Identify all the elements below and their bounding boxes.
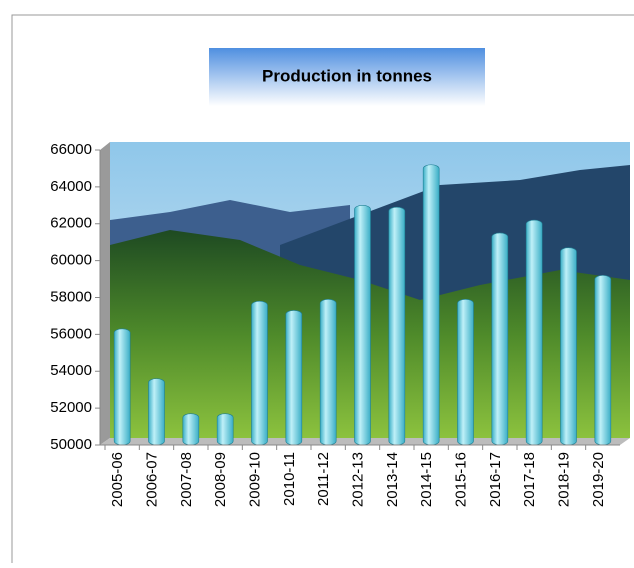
bar [148, 378, 165, 446]
bar [285, 310, 303, 446]
y-tick-label: 62000 [50, 215, 92, 232]
y-tick-label: 52000 [50, 399, 92, 416]
x-tick-label: 2011-12 [315, 452, 332, 506]
y-tick-label: 58000 [50, 288, 92, 305]
bar [251, 300, 268, 446]
chart-title: Production in tonnes [262, 66, 432, 85]
x-tick-label: 2016-17 [487, 452, 504, 507]
x-tick-label: 2012-13 [349, 452, 366, 507]
bar [319, 299, 337, 446]
bar [113, 328, 131, 446]
title-box [209, 48, 485, 106]
y-tick-label: 64000 [50, 178, 92, 195]
x-tick-label: 2019-20 [590, 452, 607, 507]
x-tick-label: 2008-09 [212, 452, 229, 507]
x-tick-label: 2006-07 [143, 452, 160, 507]
x-tick-label: 2009-10 [246, 452, 263, 507]
bar [388, 206, 406, 446]
chart-border [11, 14, 634, 568]
x-tick-label: 2013-14 [384, 452, 401, 507]
bar [182, 413, 200, 446]
bar [422, 164, 440, 446]
x-tick-label: 2010-11 [281, 452, 298, 506]
x-tick-label: 2007-08 [178, 452, 195, 507]
bar [560, 247, 577, 446]
bar [491, 232, 509, 446]
y-tick-label: 50000 [50, 436, 92, 453]
x-tick-label: 2015-16 [452, 452, 469, 507]
y-tick-label: 54000 [50, 362, 92, 379]
y-tick-label: 56000 [50, 325, 92, 342]
bar [216, 413, 234, 446]
y-tick-label: 66000 [50, 141, 92, 158]
bar [354, 205, 371, 446]
x-tick-label: 2014-15 [418, 452, 435, 507]
bar [525, 219, 543, 446]
bar [594, 275, 612, 446]
x-tick-label: 2017-18 [521, 452, 538, 507]
y-tick-label: 60000 [50, 252, 92, 269]
x-tick-label: 2005-06 [109, 452, 126, 507]
bar [457, 299, 474, 446]
x-tick-label: 2018-19 [555, 452, 572, 507]
